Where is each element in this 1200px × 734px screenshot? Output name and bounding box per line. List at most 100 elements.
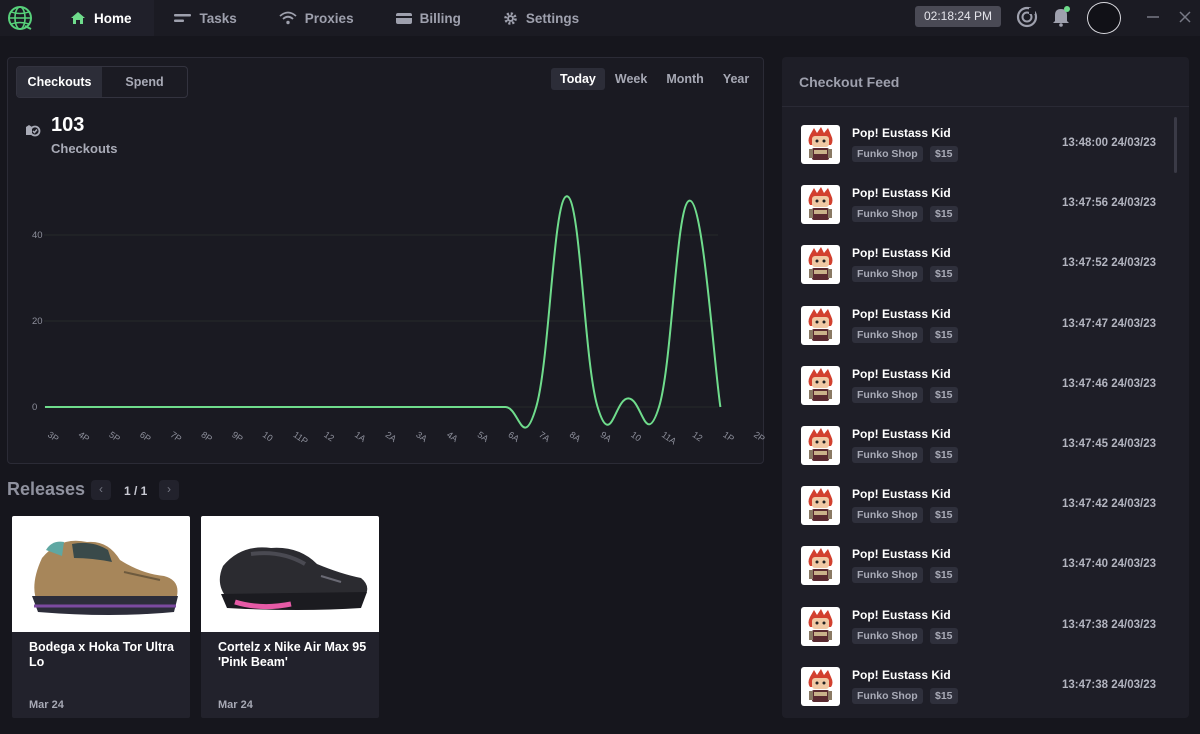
y-tick-label: 20 [32,316,43,327]
store-tag: Funko Shop [852,567,923,584]
nav-billing[interactable]: Billing [376,0,483,36]
checkout-time: 13:47:45 24/03/23 [1062,438,1156,450]
nav-settings[interactable]: Settings [483,0,601,36]
product-name: Pop! Eustass Kid [852,427,951,441]
product-thumbnail [801,245,840,285]
product-name: Pop! Eustass Kid [852,487,951,502]
wifi-icon [279,11,297,25]
feed-item[interactable]: Pop! Eustass Kid Funko Shop $15 13:47:45 24… [782,426,1189,486]
feed-title: Checkout Feed [799,74,900,90]
nav-settings-label: Settings [525,10,580,26]
y-tick-label: 40 [32,230,43,241]
nav-proxies[interactable]: Proxies [259,0,376,36]
checkout-time: 13:47:38 24/03/23 [1062,618,1156,631]
prev-page-button[interactable]: ‹ [91,480,111,500]
release-name: Cortelz x Nike Air Max 95 'Pink Beam' [218,640,367,669]
x-tick-label: 1P [721,429,736,444]
x-tick-label: 8P [199,429,214,444]
product-thumbnail [801,305,840,345]
range-week[interactable]: Week [614,72,648,86]
price-tag: $15 [930,326,958,343]
store-tag: Funko Shop [852,206,923,223]
tab-spend[interactable]: Spend [125,75,164,89]
range-today[interactable]: Today [551,68,605,90]
avatar[interactable] [1087,2,1121,34]
refresh-icon[interactable] [1016,6,1038,28]
release-date: Mar 24 [218,699,253,711]
line-chart: 0 20 40 3P 4P 5P 6P 7P 8P 9P 10 11P 12 1A 2A 3A 4A 5A 6A 7A… [32,195,765,446]
x-tick-label: 11A [660,429,678,446]
x-tick-label: 10 [629,429,643,443]
product-thumbnail [801,606,840,646]
store-tag: Funko Shop [852,266,923,283]
checkout-time: 13:47:47 24/03/23 [1062,317,1156,330]
price-tag: $15 [930,266,958,283]
price-tag: $15 [930,447,958,463]
store-tag: Funko Shop [852,386,923,403]
release-name: Bodega x Hoka Tor Ultra Lo [29,640,174,669]
feed-item[interactable]: Pop! Eustass Kid Funko Shop $15 13:47:47 24… [782,305,1189,366]
release-image [201,516,379,632]
product-thumbnail [801,426,840,465]
feed-item[interactable]: Pop! Eustass Kid Funko Shop $15 13:47:46 24… [782,365,1189,426]
nav-home[interactable]: Home [50,0,154,36]
tab-checkouts[interactable]: Checkouts [17,67,102,97]
feed-item[interactable]: Pop! Eustass Kid Funko Shop $15 13:47:40 24… [782,546,1189,606]
close-icon[interactable] [1178,10,1192,24]
product-name: Pop! Eustass Kid [852,366,951,381]
x-tick-label: 5A [476,429,491,444]
product-thumbnail [801,666,840,706]
product-name: Pop! Eustass Kid [852,306,951,321]
price-tag: $15 [930,146,958,162]
x-tick-label: 4P [77,429,92,444]
card-icon [395,12,412,24]
price-tag: $15 [930,386,958,403]
price-tag: $15 [930,627,958,644]
x-tick-label: 6P [138,429,153,444]
x-tick-label: 5P [107,429,122,444]
nav-proxies-label: Proxies [304,10,354,26]
product-name: Pop! Eustass Kid [852,126,951,140]
store-tag: Funko Shop [852,326,923,343]
store-tag: Funko Shop [852,507,923,524]
feed-item[interactable]: Pop! Eustass Kid Funko Shop $15 13:48:00 24… [782,125,1189,185]
nav-tasks[interactable]: Tasks [154,0,259,36]
feed-item[interactable]: Pop! Eustass Kid Funko Shop $15 13:47:38 24… [782,606,1189,667]
minimize-icon[interactable] [1146,10,1160,24]
releases-title: Releases [7,479,86,499]
bell-icon[interactable] [1050,5,1072,27]
next-page-button[interactable]: › [159,480,179,500]
release-card[interactable]: Bodega x Hoka Tor Ultra Lo Mar 24 [12,516,190,718]
store-tag: Funko Shop [852,627,923,644]
range-year[interactable]: Year [722,72,750,86]
feed-item[interactable]: Pop! Eustass Kid Funko Shop $15 13:47:52 24… [782,245,1189,305]
x-tick-label: 12 [322,429,336,443]
x-tick-label: 2A [384,429,399,444]
globe-logo-icon[interactable] [6,4,34,32]
feed-item[interactable]: Pop! Eustass Kid Funko Shop $15 13:47:38 24… [782,666,1189,718]
checkout-time: 13:47:42 24/03/23 [1062,498,1156,511]
nav-tasks-label: Tasks [199,10,237,26]
feed-item[interactable]: Pop! Eustass Kid Funko Shop $15 13:47:56 24… [782,185,1189,245]
range-month[interactable]: Month [666,72,704,86]
x-tick-label: 7A [537,429,552,444]
nav-billing-label: Billing [419,10,461,26]
divider [782,106,1189,107]
release-card[interactable]: Cortelz x Nike Air Max 95 'Pink Beam' Ma… [201,516,379,718]
product-name: Pop! Eustass Kid [852,607,951,622]
x-tick-label: 11P [291,429,309,446]
x-tick-label: 3A [414,429,429,444]
tasks-icon [173,14,191,22]
x-tick-label: 2P [752,429,765,444]
price-tag: $15 [930,507,958,524]
feed-item[interactable]: Pop! Eustass Kid Funko Shop $15 13:47:42 24… [782,486,1189,546]
product-name: Pop! Eustass Kid [852,246,951,261]
x-tick-label: 10 [261,429,275,443]
y-tick-label: 0 [32,402,37,413]
checkout-feed: Checkout Feed Pop! Eustass Kid Funko Shop… [782,57,1189,718]
store-tag: Funko Shop [852,146,923,162]
product-thumbnail [801,486,840,526]
series-line [45,195,722,429]
checkout-time: 13:47:38 24/03/23 [1062,678,1156,691]
feed-scrollbar[interactable] [1174,117,1177,173]
